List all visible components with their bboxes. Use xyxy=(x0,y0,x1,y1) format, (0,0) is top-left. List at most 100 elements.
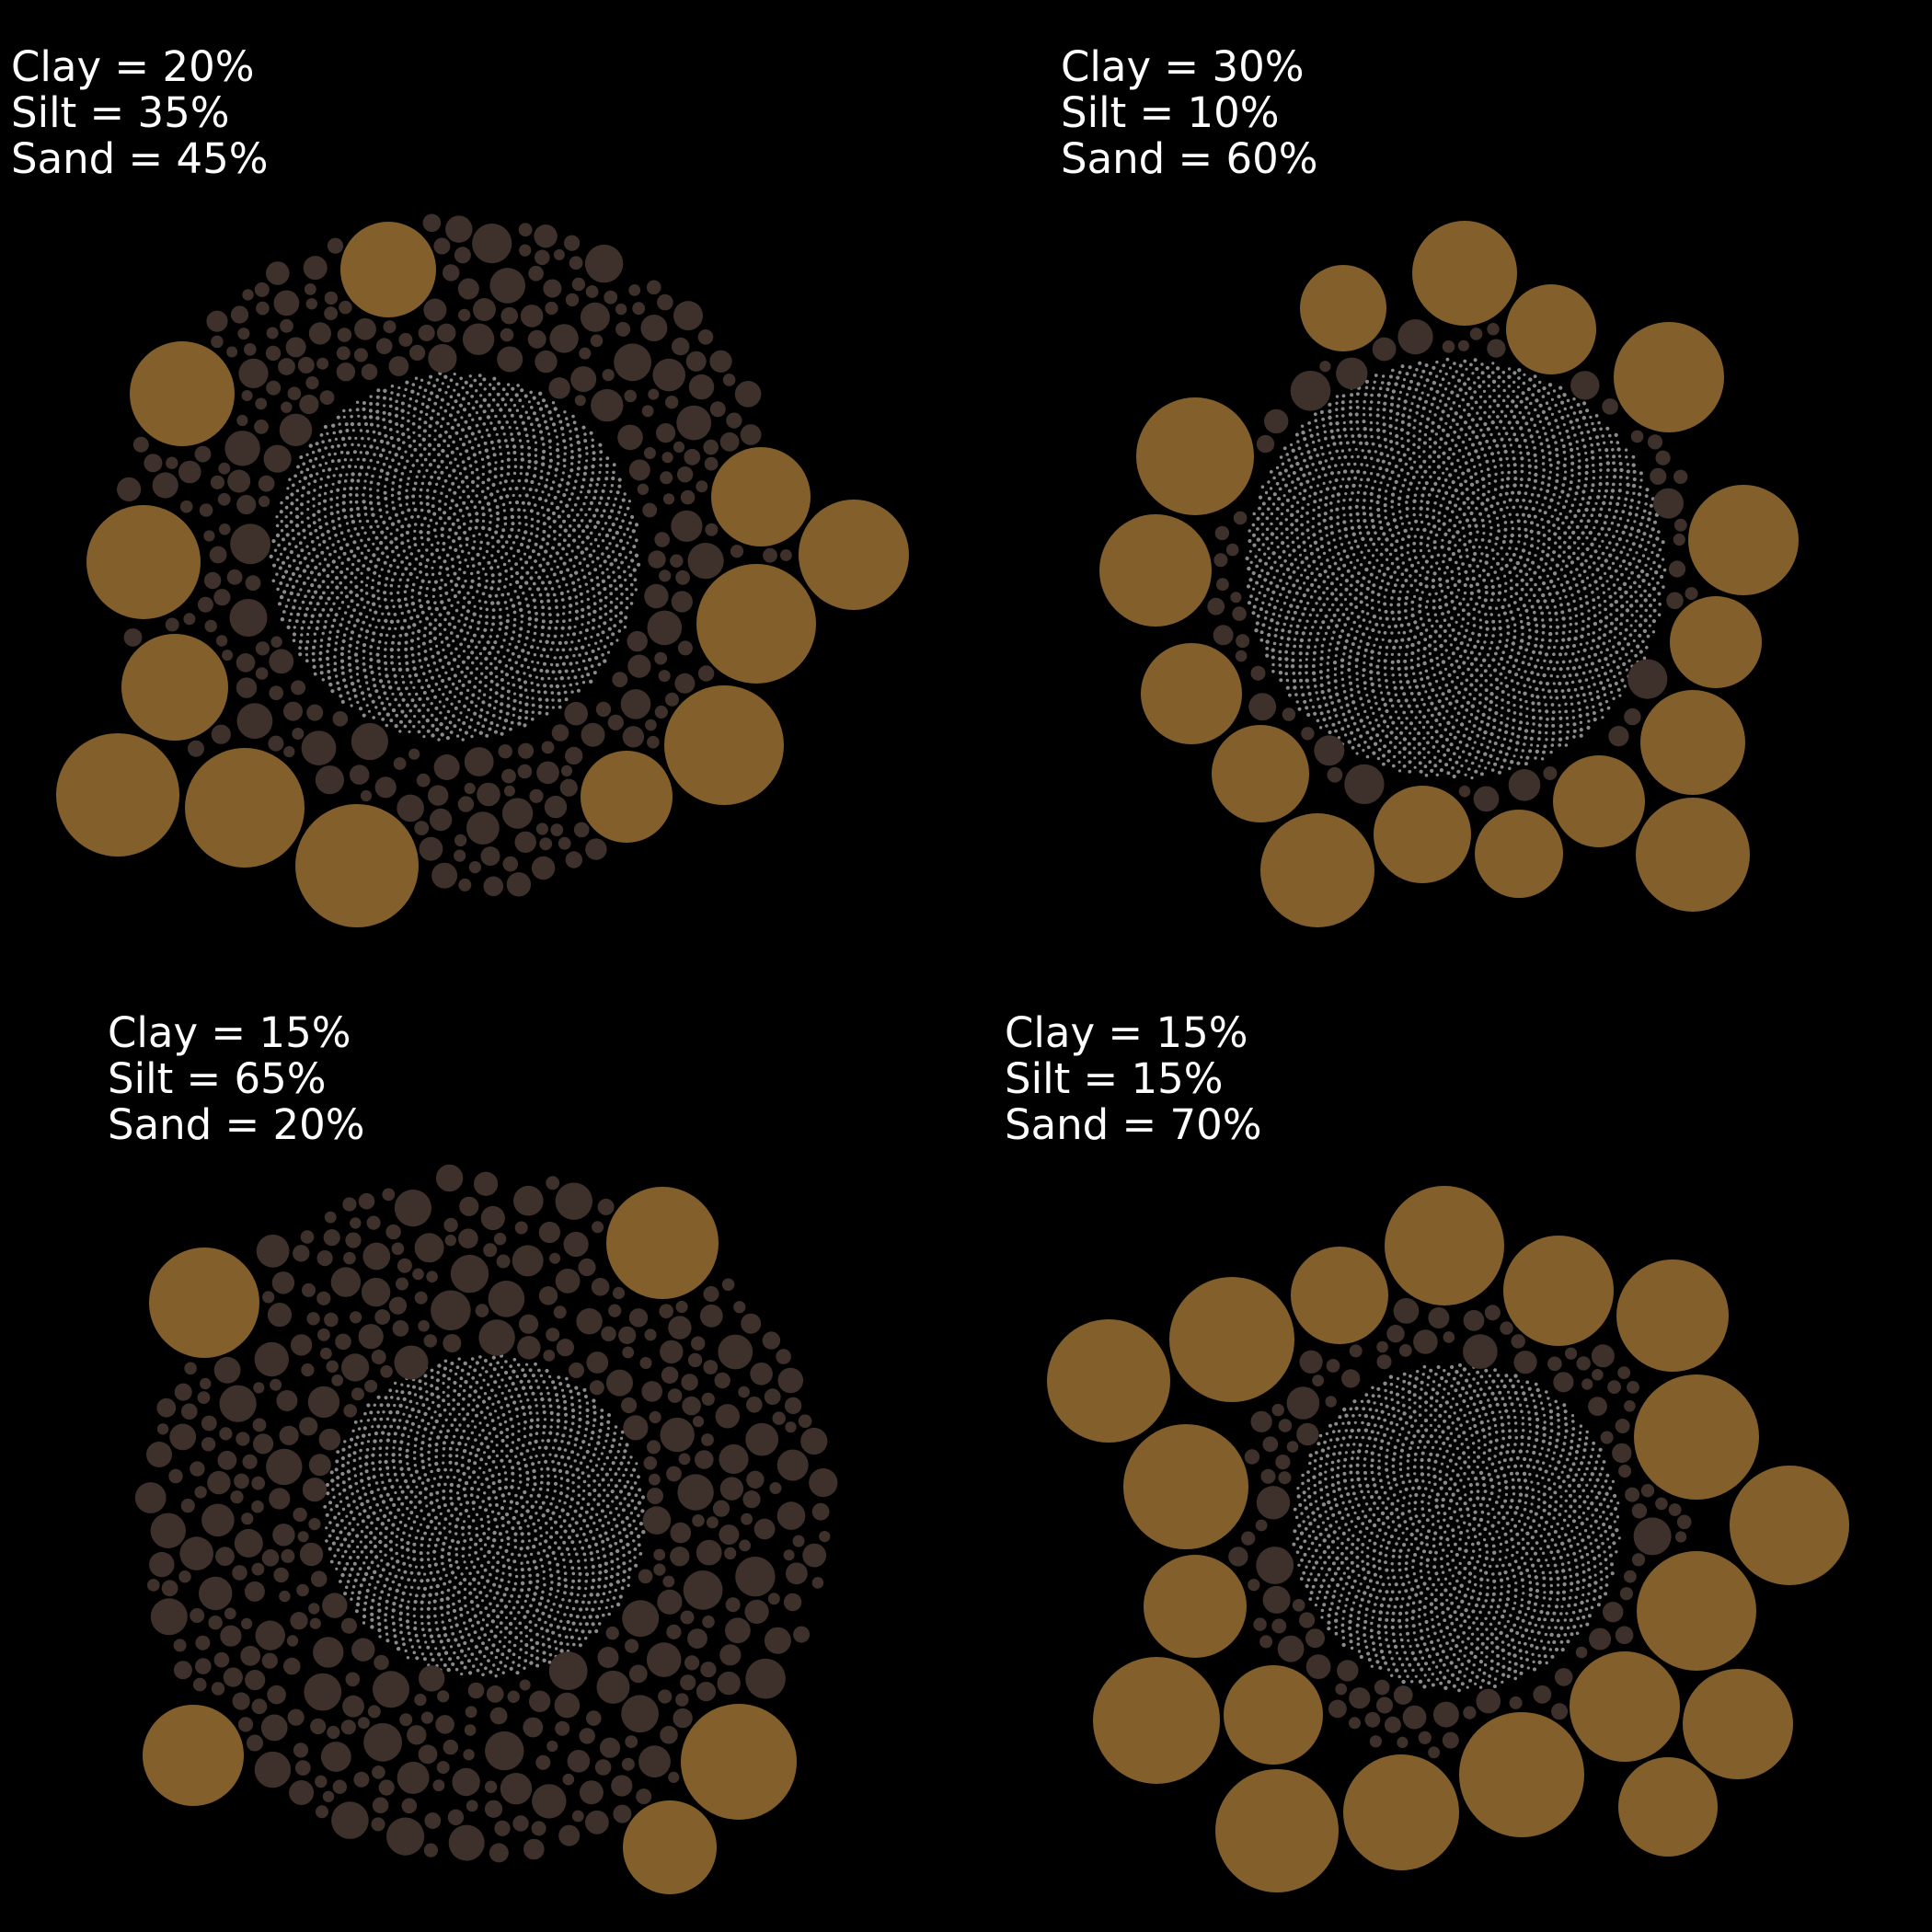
clay-particle xyxy=(1345,441,1350,445)
clay-particle xyxy=(478,404,483,408)
clay-particle xyxy=(1484,633,1489,638)
clay-particle xyxy=(413,508,418,512)
clay-particle xyxy=(623,512,627,517)
silt-particle xyxy=(332,711,349,727)
clay-particle xyxy=(531,660,535,663)
clay-particle xyxy=(530,524,535,528)
clay-particle xyxy=(571,528,577,533)
clay-particle xyxy=(515,670,520,674)
clay-particle xyxy=(1504,723,1509,728)
clay-particle xyxy=(466,495,471,499)
clay-particle xyxy=(535,417,539,422)
clay-particle xyxy=(1496,552,1500,556)
clay-particle xyxy=(485,615,489,619)
clay-particle xyxy=(1451,552,1455,557)
clay-particle xyxy=(1312,650,1317,655)
clay-particle xyxy=(1394,465,1398,468)
clay-particle xyxy=(1422,715,1426,719)
clay-particle xyxy=(507,559,512,563)
clay-particle xyxy=(1502,611,1507,615)
clay-particle xyxy=(398,692,403,696)
clay-particle xyxy=(413,715,417,719)
clay-particle xyxy=(466,564,470,569)
clay-particle xyxy=(540,625,546,630)
clay-particle xyxy=(1416,663,1420,668)
clay-particle xyxy=(305,545,309,548)
clay-particle xyxy=(335,565,339,569)
clay-particle xyxy=(1472,545,1476,549)
clay-particle xyxy=(591,649,595,653)
clay-particle xyxy=(1489,432,1493,437)
silt-particle xyxy=(429,808,453,832)
clay-particle xyxy=(1356,427,1360,431)
clay-particle xyxy=(1614,592,1617,595)
silt-particle xyxy=(304,283,316,295)
clay-particle xyxy=(1514,404,1519,408)
clay-particle xyxy=(1318,608,1323,613)
clay-particle xyxy=(1388,416,1393,420)
silt-particle xyxy=(305,376,319,390)
clay-particle xyxy=(1569,510,1572,513)
clay-particle xyxy=(1574,658,1579,662)
clay-particle xyxy=(461,460,466,464)
clay-particle xyxy=(1473,390,1477,394)
clay-particle xyxy=(1362,618,1366,622)
silt-particle xyxy=(660,471,673,485)
clay-particle xyxy=(400,524,405,529)
clay-particle xyxy=(1317,475,1321,479)
clay-particle xyxy=(342,487,347,491)
clay-particle xyxy=(420,409,423,414)
clay-particle xyxy=(1528,500,1533,503)
clay-particle xyxy=(1358,484,1363,488)
clay-particle xyxy=(355,408,360,412)
silt-particle xyxy=(719,431,740,452)
clay-particle xyxy=(450,450,454,454)
clay-particle xyxy=(410,588,415,592)
clay-particle xyxy=(1474,400,1478,405)
clay-particle xyxy=(1585,601,1590,605)
clay-particle xyxy=(1347,668,1351,673)
clay-particle xyxy=(326,546,329,550)
clay-particle xyxy=(1282,602,1287,605)
clay-particle xyxy=(1498,619,1502,624)
clay-particle xyxy=(341,465,345,469)
clay-particle xyxy=(618,583,624,588)
clay-particle xyxy=(384,546,389,550)
clay-particle xyxy=(1505,618,1509,623)
clay-particle xyxy=(354,500,359,504)
clay-particle xyxy=(329,497,333,501)
clay-particle xyxy=(1434,592,1438,595)
clay-particle xyxy=(401,431,406,437)
silt-particle xyxy=(152,472,178,499)
clay-particle xyxy=(427,443,432,447)
clay-particle xyxy=(438,613,443,617)
clay-particle xyxy=(339,546,344,551)
clay-particle xyxy=(1340,449,1345,453)
clay-particle xyxy=(340,436,346,442)
clay-particle xyxy=(555,505,560,511)
clay-particle xyxy=(348,643,352,648)
clay-particle xyxy=(1284,518,1289,522)
clay-particle xyxy=(523,680,528,684)
clay-particle xyxy=(1562,624,1567,628)
clay-particle xyxy=(423,420,428,425)
silt-particle xyxy=(269,649,294,674)
clay-particle xyxy=(454,582,459,588)
clay-particle xyxy=(464,380,468,385)
clay-particle xyxy=(1319,662,1323,667)
clay-particle xyxy=(443,374,448,379)
clay-particle xyxy=(1311,477,1316,481)
clay-particle xyxy=(1508,498,1512,502)
clay-particle xyxy=(500,678,504,682)
clay-particle xyxy=(346,451,350,455)
clay-particle xyxy=(1560,489,1565,494)
clay-particle xyxy=(376,659,381,663)
clay-particle xyxy=(1538,681,1543,685)
clay-particle xyxy=(1565,564,1569,569)
clay-particle xyxy=(479,707,484,712)
clay-particle xyxy=(1417,445,1421,450)
clay-particle xyxy=(511,651,515,656)
clay-particle xyxy=(1462,750,1466,753)
clay-particle xyxy=(1618,517,1623,521)
clay-particle xyxy=(1576,694,1580,697)
